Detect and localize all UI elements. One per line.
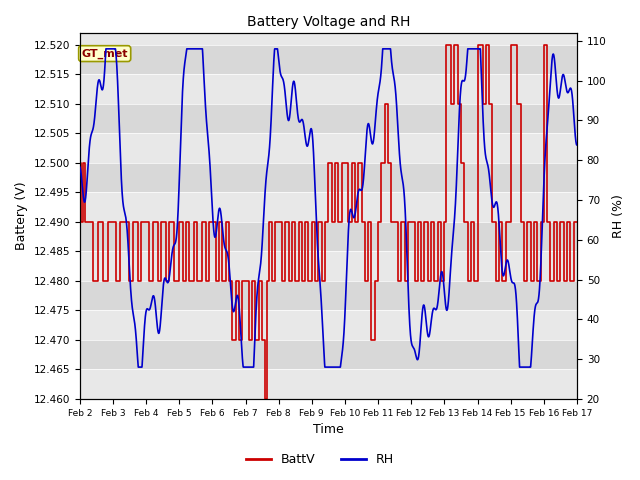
Bar — [80, 133, 577, 163]
Bar — [80, 74, 577, 104]
Bar — [80, 222, 577, 252]
Bar — [80, 192, 577, 222]
Bar — [80, 104, 577, 133]
Bar — [80, 163, 577, 192]
Bar — [80, 281, 577, 311]
Legend: BattV, RH: BattV, RH — [241, 448, 399, 471]
Bar — [80, 311, 577, 340]
Text: GT_met: GT_met — [81, 48, 128, 59]
Title: Battery Voltage and RH: Battery Voltage and RH — [246, 15, 410, 29]
X-axis label: Time: Time — [313, 423, 344, 436]
Bar — [80, 340, 577, 370]
Bar — [80, 370, 577, 399]
Bar — [80, 252, 577, 281]
Bar — [80, 45, 577, 74]
Y-axis label: RH (%): RH (%) — [612, 194, 625, 238]
Y-axis label: Battery (V): Battery (V) — [15, 181, 28, 250]
